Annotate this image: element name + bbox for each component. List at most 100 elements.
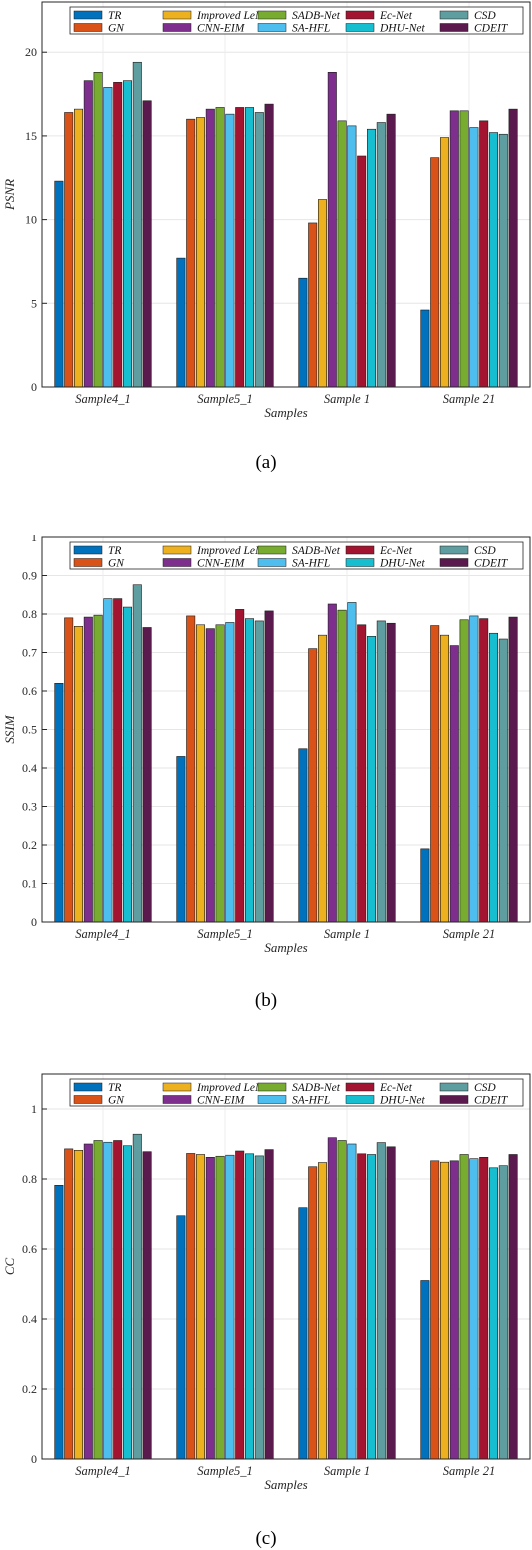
legend-label-sa-hfl: SA-HFL	[292, 1095, 330, 1107]
x-tick-label: Sample4_1	[75, 1464, 131, 1478]
y-axis-label: PSNR	[2, 179, 17, 211]
bar-ec-net-sample-21	[479, 618, 489, 923]
bar-sadb-net-sample-21	[459, 1154, 469, 1460]
legend-swatch-sadb-net	[257, 545, 287, 555]
bar-improved-lenet-sample-1	[317, 634, 327, 923]
bar-csd-sample-1	[376, 122, 386, 388]
legend-swatch-dhu-net	[345, 1095, 375, 1104]
y-tick-label: 0	[31, 1452, 37, 1466]
bar-sadb-net-sample-21	[459, 619, 469, 923]
y-tick-label: 0.3	[22, 800, 37, 814]
bar-cnn-eim-sample-21	[449, 1160, 459, 1460]
y-tick-label: 0.2	[22, 1382, 37, 1396]
bar-cnn-eim-sample5-1	[205, 628, 215, 923]
legend-label-cdeit: CDEIT	[474, 23, 509, 35]
bar-improved-lenet-sample-1	[317, 1162, 327, 1460]
legend-swatch-cdeit	[439, 1095, 469, 1104]
bar-cnn-eim-sample-1	[327, 1137, 337, 1460]
legend-label-ec-net: Ec-Net	[379, 1082, 413, 1094]
legend-swatch-cdeit	[439, 23, 469, 32]
y-tick-label: 1	[31, 535, 37, 544]
x-tick-label: Sample 21	[443, 1464, 495, 1478]
bar-improved-lenet-sample5-1	[196, 624, 206, 923]
bar-tr-sample5-1	[176, 756, 186, 923]
legend-label-sadb-net: SADB-Net	[292, 545, 341, 557]
bar-cnn-eim-sample-1	[327, 72, 337, 388]
bar-ec-net-sample-1	[357, 155, 367, 388]
bar-tr-sample5-1	[176, 257, 186, 388]
legend-swatch-sa-hfl	[257, 1095, 287, 1104]
bar-cdeit-sample5-1	[264, 103, 274, 388]
legend-label-csd: CSD	[474, 10, 496, 22]
bar-improved-lenet-sample-21	[439, 1161, 449, 1460]
bar-tr-sample4-1	[54, 180, 64, 388]
bar-sa-hfl-sample-21	[469, 127, 479, 388]
y-tick-label: 10	[25, 213, 37, 227]
caption-a: (a)	[255, 452, 277, 473]
y-tick-label: 15	[25, 129, 37, 143]
x-axis-label: Samples	[264, 940, 307, 955]
x-tick-label: Sample 1	[324, 392, 370, 406]
bar-sa-hfl-sample-21	[469, 1158, 479, 1460]
bar-cdeit-sample4-1	[142, 1151, 152, 1460]
x-tick-label: Sample5_1	[197, 927, 253, 941]
chart-panel-ssim: 0 0.1 0.2 0.3 0.4 0.5 0.6 0.7 0.8 0.9 1 Sample4_1 Sa…	[0, 535, 532, 975]
bar-sadb-net-sample-21	[459, 110, 469, 388]
y-tick-label: 0.4	[22, 761, 37, 775]
legend-label-sa-hfl: SA-HFL	[292, 558, 330, 570]
legend-swatch-sadb-net	[257, 10, 287, 20]
legend-swatch-ec-net	[345, 1082, 375, 1092]
x-axis-label: Samples	[264, 1477, 307, 1492]
bar-gn-sample4-1	[64, 1148, 74, 1460]
bars	[54, 61, 518, 388]
y-tick-label: 20	[25, 45, 37, 59]
legend-swatch-gn	[73, 558, 103, 567]
bar-csd-sample4-1	[132, 1133, 142, 1460]
bar-tr-sample-21	[420, 848, 430, 923]
x-axis-label: Samples	[264, 405, 307, 420]
ssim-bar-chart: 0 0.1 0.2 0.3 0.4 0.5 0.6 0.7 0.8 0.9 1 Sample4_1 Sa…	[2, 535, 531, 955]
bar-gn-sample-21	[430, 625, 440, 923]
bar-sa-hfl-sample5-1	[225, 113, 235, 388]
bar-sa-hfl-sample5-1	[225, 1154, 235, 1460]
bar-tr-sample-21	[420, 1280, 430, 1460]
bar-cnn-eim-sample4-1	[83, 616, 93, 923]
bar-ec-net-sample5-1	[235, 107, 245, 388]
bar-dhu-net-sample-21	[488, 632, 498, 923]
legend-label-sadb-net: SADB-Net	[292, 10, 341, 22]
bar-tr-sample4-1	[54, 683, 64, 923]
bar-ec-net-sample-1	[357, 624, 367, 923]
bar-tr-sample-1	[298, 1207, 308, 1460]
bar-csd-sample5-1	[254, 112, 264, 388]
bar-improved-lenet-sample5-1	[196, 1154, 206, 1460]
bar-cdeit-sample5-1	[264, 1149, 274, 1460]
bar-gn-sample5-1	[186, 615, 196, 923]
legend-swatch-gn	[73, 1095, 103, 1104]
x-tick-label: Sample 1	[324, 927, 370, 941]
legend-swatch-cnn-eim	[162, 558, 192, 567]
bar-cdeit-sample-21	[508, 108, 518, 388]
legend-swatch-improved-lenet	[162, 545, 192, 555]
bar-dhu-net-sample4-1	[123, 1145, 133, 1460]
bar-cdeit-sample5-1	[264, 610, 274, 923]
legend-label-improved-lenet: Improved LeNet	[196, 10, 272, 22]
axes-frame	[41, 1, 531, 388]
x-tick-label: Sample5_1	[197, 1464, 253, 1478]
bar-improved-lenet-sample-1	[317, 199, 327, 388]
bar-cdeit-sample4-1	[142, 627, 152, 923]
bar-sadb-net-sample5-1	[215, 1155, 225, 1460]
legend-label-cnn-eim: CNN-EIM	[197, 1095, 246, 1107]
axes-frame	[41, 536, 531, 923]
bar-tr-sample-1	[298, 277, 308, 388]
y-tick-labels: 0 0.1 0.2 0.3 0.4 0.5 0.6 0.7 0.8 0.9 1	[22, 535, 47, 929]
legend-label-tr: TR	[108, 10, 121, 22]
bar-tr-sample-21	[420, 309, 430, 388]
legend-swatch-improved-lenet	[162, 1082, 192, 1092]
legend-swatch-csd	[439, 545, 469, 555]
legend-swatch-tr	[73, 10, 103, 20]
bar-cnn-eim-sample-1	[327, 603, 337, 923]
legend-label-dhu-net: DHU-Net	[379, 1095, 426, 1107]
bar-improved-lenet-sample-21	[439, 137, 449, 388]
legend-swatch-tr	[73, 545, 103, 555]
